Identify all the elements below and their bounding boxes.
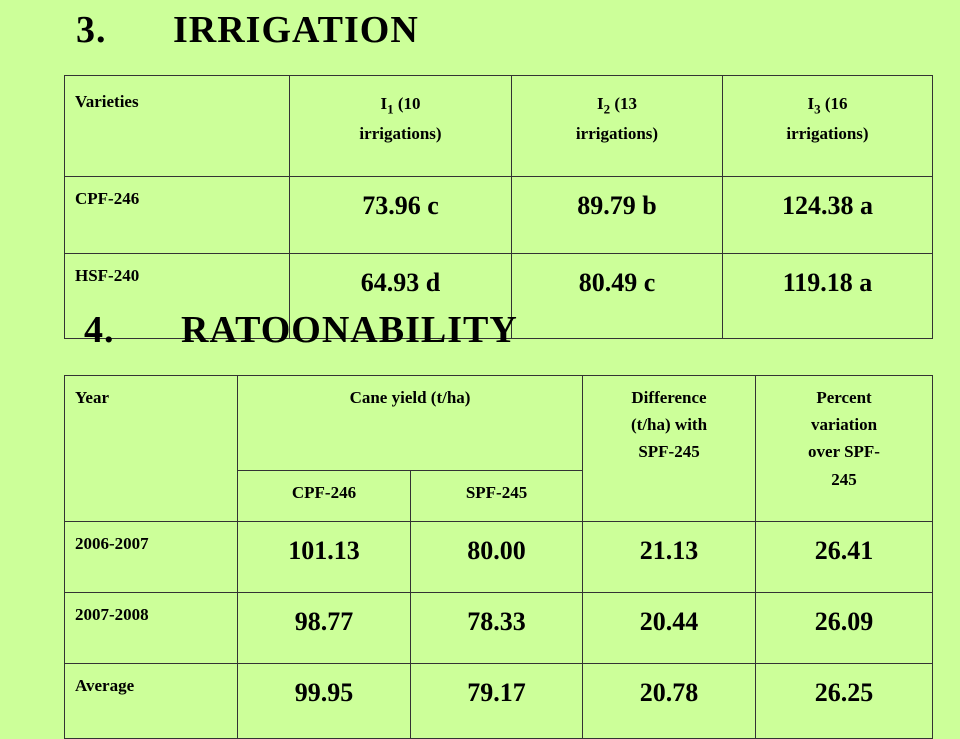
cpf-value: 98.77	[237, 592, 411, 664]
header-year: Year	[64, 375, 238, 522]
i1-value: 73.96 c	[289, 176, 512, 254]
irrigation-table: Varieties I1 (10 irrigations) I2 (13 irr…	[64, 75, 933, 339]
cpf-value: 99.95	[237, 663, 411, 739]
header-cane-yield: Cane yield (t/ha)	[236, 375, 584, 471]
i3-value: 119.18 a	[722, 253, 933, 339]
header-i1: I1 (10 irrigations)	[289, 75, 512, 177]
section-title: RATOONABILITY	[181, 309, 518, 351]
year-label: 2007-2008	[64, 592, 238, 664]
i2-value: 89.79 b	[511, 176, 723, 254]
year-label: Average	[64, 663, 238, 739]
header-spf: SPF-245	[409, 470, 584, 522]
ratoonability-heading: 4. RATOONABILITY	[84, 308, 518, 352]
header-varieties: Varieties	[64, 75, 290, 177]
spf-value: 80.00	[409, 521, 584, 593]
table-row: HSF-240 64.93 d 80.49 c 119.18 a	[64, 253, 933, 339]
section-number: 3.	[76, 9, 107, 51]
percent-value: 26.41	[755, 521, 934, 593]
section-number: 4.	[84, 309, 115, 351]
i3-value: 124.38 a	[722, 176, 933, 254]
difference-value: 20.44	[582, 592, 757, 664]
table-row: 2006-2007 101.13 80.00 21.13 26.41	[64, 521, 934, 593]
spf-value: 78.33	[409, 592, 584, 664]
ratoonability-table: Year Cane yield (t/ha) Difference (t/ha)…	[64, 375, 934, 739]
i2-value: 80.49 c	[511, 253, 723, 339]
difference-value: 21.13	[582, 521, 757, 593]
header-i2: I2 (13 irrigations)	[511, 75, 723, 177]
header-i3: I3 (16 irrigations)	[722, 75, 933, 177]
irrigation-heading: 3. IRRIGATION	[76, 8, 419, 52]
table-row: Average 99.95 79.17 20.78 26.25	[64, 663, 934, 739]
table-row: 2007-2008 98.77 78.33 20.44 26.09	[64, 592, 934, 664]
section-title: IRRIGATION	[173, 9, 419, 51]
year-label: 2006-2007	[64, 521, 238, 593]
table-header-row: Varieties I1 (10 irrigations) I2 (13 irr…	[64, 75, 933, 177]
header-cpf: CPF-246	[237, 470, 411, 522]
i1-value: 64.93 d	[289, 253, 512, 339]
header-percent-variation: Percent variation over SPF- 245	[755, 375, 934, 522]
percent-value: 26.09	[755, 592, 934, 664]
percent-value: 26.25	[755, 663, 934, 739]
cpf-value: 101.13	[237, 521, 411, 593]
variety-label: HSF-240	[64, 253, 290, 339]
spf-value: 79.17	[409, 663, 584, 739]
table-row: CPF-246 73.96 c 89.79 b 124.38 a	[64, 176, 933, 254]
table-header-row: Year Cane yield (t/ha) Difference (t/ha)…	[64, 375, 934, 522]
variety-label: CPF-246	[64, 176, 290, 254]
difference-value: 20.78	[582, 663, 757, 739]
header-difference: Difference (t/ha) with SPF-245	[582, 375, 757, 522]
